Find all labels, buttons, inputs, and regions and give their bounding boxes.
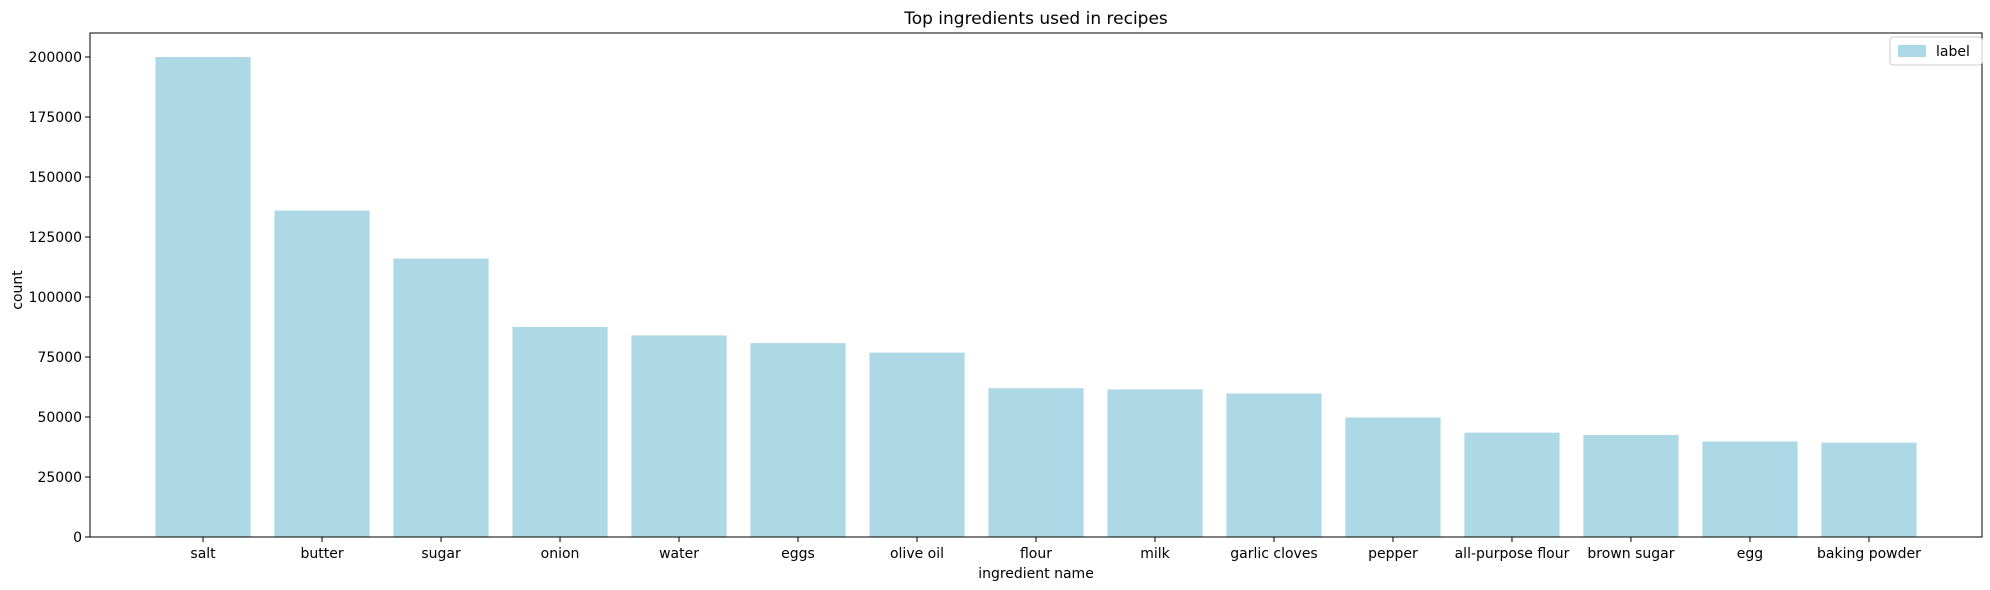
bar-salt	[155, 57, 251, 537]
x-tick-label: olive oil	[890, 546, 944, 562]
y-axis-label: count	[10, 270, 26, 310]
y-tick-label: 200000	[29, 50, 82, 66]
x-tick-label: water	[659, 546, 699, 562]
x-tick-label: brown sugar	[1587, 546, 1674, 562]
y-tick-label: 150000	[29, 170, 82, 186]
x-tick-label: sugar	[421, 546, 461, 562]
x-tick-label: garlic cloves	[1230, 546, 1318, 562]
y-tick-label: 175000	[29, 110, 82, 126]
bar-butter	[274, 210, 370, 537]
x-tick-label: pepper	[1368, 546, 1418, 562]
bar-water	[631, 335, 727, 537]
x-tick-label: flour	[1020, 546, 1052, 562]
y-tick-label: 100000	[29, 290, 82, 306]
y-ticks-group: 0 25000 50000 75000 100000 125000 150000 175000…	[29, 50, 90, 546]
chart-title: Top ingredients used in recipes	[903, 9, 1168, 29]
legend-swatch	[1898, 45, 1926, 57]
bar-flour	[988, 388, 1084, 537]
y-tick-label: 75000	[37, 350, 82, 366]
x-tick-label: milk	[1140, 546, 1170, 562]
x-tick-label: salt	[190, 546, 216, 562]
legend-label: label	[1936, 44, 1970, 60]
bar-all-purpose-flour	[1464, 432, 1560, 537]
x-tick-label: butter	[300, 546, 343, 562]
y-tick-label: 25000	[37, 470, 82, 486]
bar-onion	[512, 327, 608, 537]
x-ticks-group: salt butter sugar onion water eggs olive oil fl…	[190, 537, 1921, 562]
legend: label	[1889, 36, 1983, 66]
legend-frame	[1889, 36, 1983, 66]
x-tick-label: onion	[541, 546, 580, 562]
bar-sugar	[393, 258, 489, 537]
bar-brown-sugar	[1583, 435, 1679, 537]
bar-eggs	[750, 343, 846, 537]
x-tick-label: all-purpose flour	[1455, 546, 1570, 562]
bar-olive-oil	[869, 352, 965, 537]
bar-baking-powder	[1821, 442, 1917, 537]
x-axis-label: ingredient name	[978, 566, 1094, 582]
x-tick-label: eggs	[781, 546, 815, 562]
y-tick-label: 125000	[29, 230, 82, 246]
bar-egg	[1702, 441, 1798, 537]
x-tick-label: baking powder	[1817, 546, 1921, 562]
bars-group	[155, 57, 1917, 537]
bar-pepper	[1345, 417, 1441, 537]
y-tick-label: 0	[73, 530, 82, 546]
bar-milk	[1107, 389, 1203, 537]
x-tick-label: egg	[1737, 546, 1763, 562]
y-tick-label: 50000	[37, 410, 82, 426]
bar-garlic-cloves	[1226, 393, 1322, 537]
plot-area-frame	[89, 32, 1983, 538]
